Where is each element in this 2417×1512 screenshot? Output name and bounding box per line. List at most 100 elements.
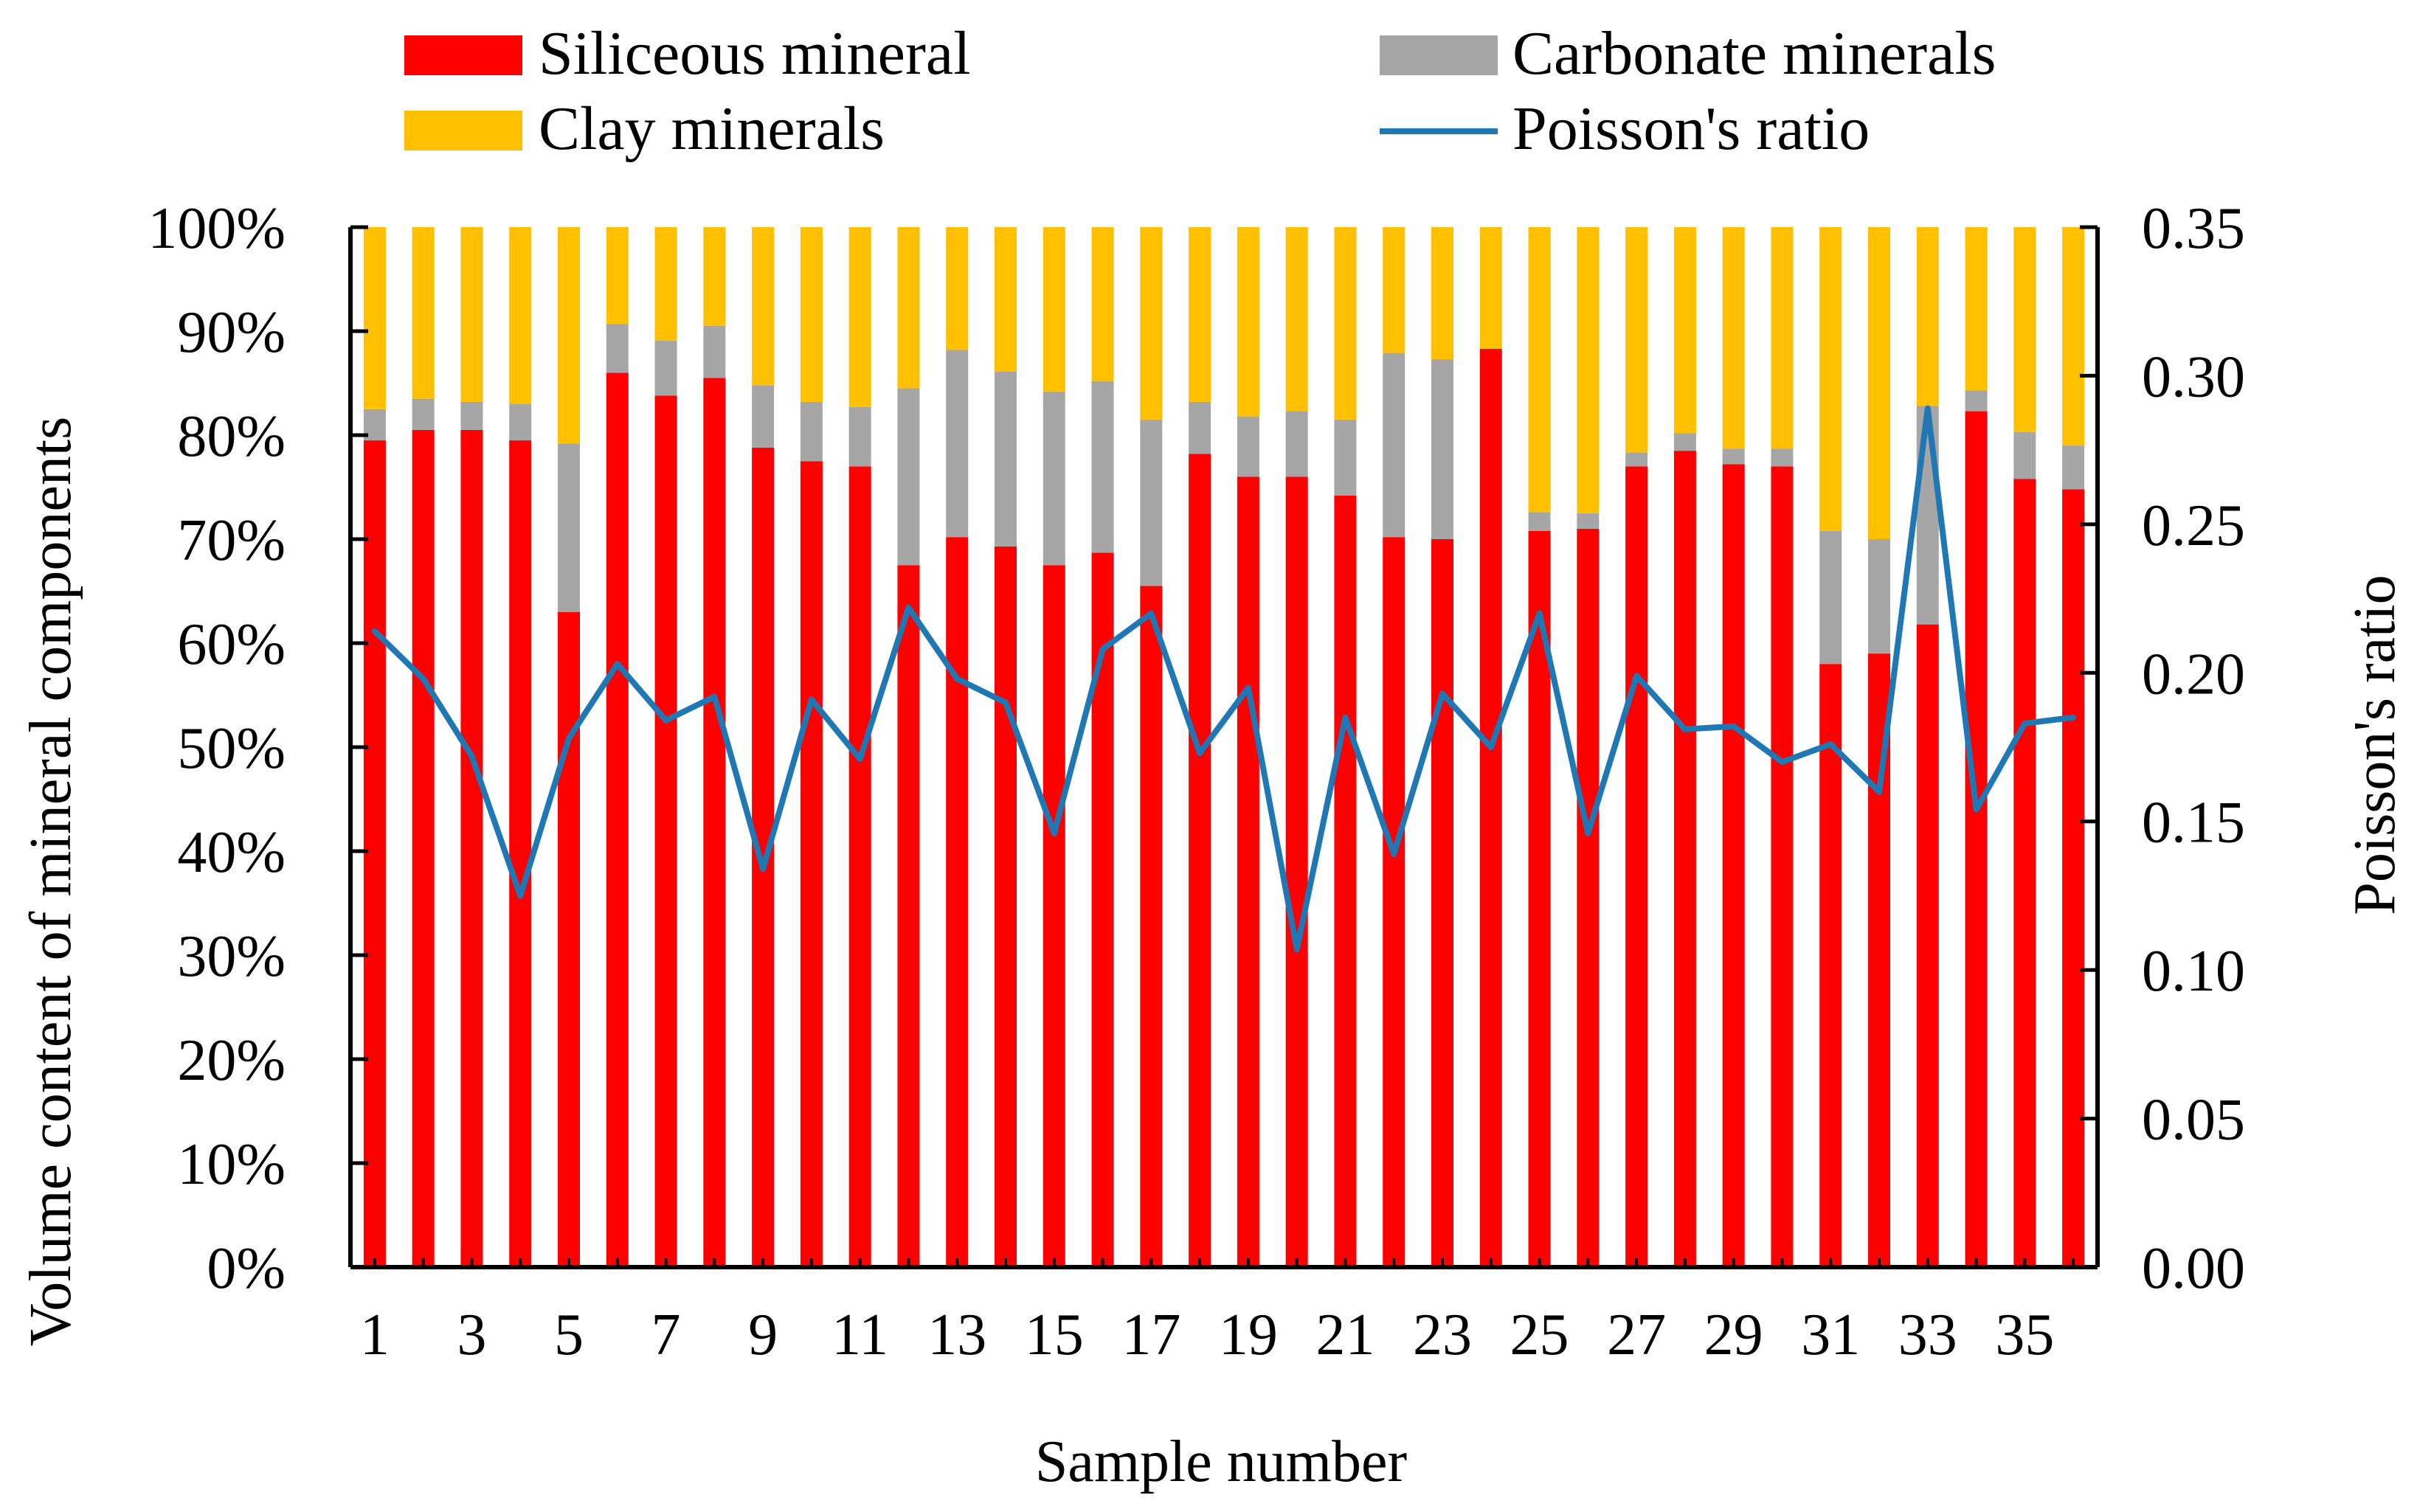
bar-siliceous-27	[1625, 466, 1648, 1267]
bar-clay-8	[703, 227, 726, 326]
poisson-point-1	[371, 628, 378, 634]
bar-siliceous-9	[752, 447, 775, 1268]
bar-carbonate-31	[1819, 530, 1842, 665]
bar-clay-16	[1091, 227, 1114, 381]
bar-siliceous-3	[460, 429, 483, 1268]
poisson-point-29	[1730, 723, 1737, 729]
bar-siliceous-19	[1237, 476, 1259, 1267]
bar-clay-21	[1334, 227, 1357, 420]
bar-carbonate-32	[1868, 539, 1890, 654]
poisson-point-32	[1876, 788, 1882, 795]
bar-siliceous-5	[558, 611, 580, 1267]
poisson-point-7	[663, 717, 669, 724]
bar-carbonate-19	[1237, 416, 1259, 477]
y-tick-label-3: 30%	[177, 924, 286, 989]
bar-clay-33	[1916, 227, 1939, 406]
bar-carbonate-15	[1042, 391, 1065, 566]
bar-carbonate-35	[2013, 431, 2036, 479]
bar-carbonate-22	[1383, 353, 1405, 538]
bar-clay-34	[1965, 227, 1988, 391]
bar-clay-10	[800, 227, 823, 402]
poisson-point-16	[1099, 646, 1106, 653]
poisson-point-9	[760, 866, 767, 873]
x-tick-label-9: 9	[748, 1303, 778, 1367]
bar-siliceous-30	[1771, 466, 1794, 1267]
bar-carbonate-10	[800, 401, 823, 462]
bar-carbonate-20	[1285, 411, 1308, 477]
bar-clay-29	[1722, 227, 1745, 449]
poisson-point-25	[1536, 610, 1543, 617]
bar-clay-9	[752, 227, 775, 386]
poisson-point-26	[1585, 830, 1591, 836]
poisson-point-2	[420, 676, 426, 682]
x-tick-label-25: 25	[1510, 1303, 1569, 1367]
poisson-point-33	[1924, 405, 1931, 412]
bar-carbonate-6	[606, 324, 629, 373]
x-tick-label-11: 11	[831, 1303, 888, 1367]
bar-clay-22	[1383, 227, 1405, 353]
bar-siliceous-29	[1722, 464, 1745, 1267]
poisson-point-4	[517, 892, 524, 899]
bar-clay-20	[1285, 227, 1308, 412]
y-tick-label-6: 60%	[177, 612, 286, 677]
bar-clay-3	[460, 227, 483, 402]
bar-siliceous-4	[509, 440, 532, 1267]
bar-carbonate-23	[1431, 359, 1453, 539]
bar-clay-1	[363, 227, 386, 409]
poisson-point-30	[1779, 759, 1785, 766]
bar-carbonate-18	[1189, 401, 1211, 454]
y2-axis-title: Poisson's ratio	[2342, 575, 2407, 915]
bar-siliceous-31	[1819, 664, 1842, 1267]
bar-carbonate-17	[1140, 419, 1163, 586]
bar-siliceous-7	[654, 395, 677, 1268]
y2-tick-label-2: 0.10	[2142, 939, 2245, 1004]
y-tick-label-8: 80%	[177, 404, 286, 469]
bar-carbonate-30	[1771, 448, 1794, 467]
y-tick-label-4: 40%	[177, 820, 286, 885]
bar-carbonate-25	[1528, 512, 1551, 531]
bar-siliceous-33	[1916, 624, 1939, 1267]
poisson-point-11	[857, 756, 863, 763]
bar-siliceous-11	[848, 466, 871, 1267]
bar-clay-14	[995, 227, 1017, 372]
legend-swatch-siliceous	[404, 35, 522, 75]
bar-clay-15	[1042, 227, 1065, 392]
bar-siliceous-12	[897, 565, 920, 1267]
bar-carbonate-36	[2062, 445, 2085, 490]
y-tick-label-0: 0%	[207, 1236, 286, 1301]
poisson-ratio-line	[373, 405, 2074, 952]
y-tick-label-2: 20%	[177, 1028, 286, 1093]
poisson-point-19	[1245, 684, 1251, 691]
bar-siliceous-22	[1383, 537, 1405, 1267]
y2-tick-label-7: 0.35	[2142, 196, 2245, 261]
poisson-line-group	[371, 405, 2077, 952]
bar-carbonate-12	[897, 388, 920, 566]
poisson-point-21	[1342, 714, 1349, 721]
bar-carbonate-13	[946, 350, 969, 538]
bar-carbonate-4	[509, 403, 532, 441]
y-tick-label-1: 10%	[177, 1132, 286, 1197]
bar-carbonate-26	[1577, 513, 1600, 529]
bar-siliceous-8	[703, 378, 726, 1268]
bar-siliceous-6	[606, 372, 629, 1267]
bar-siliceous-36	[2062, 489, 2085, 1267]
bar-siliceous-28	[1673, 451, 1696, 1267]
bar-carbonate-8	[703, 325, 726, 378]
legend-label-siliceous: Siliceous mineral	[539, 19, 971, 88]
y2-tick-label-3: 0.15	[2142, 791, 2245, 856]
legend-label-clay: Clay minerals	[539, 94, 885, 163]
bar-siliceous-23	[1431, 539, 1453, 1267]
bar-carbonate-14	[995, 371, 1017, 547]
bar-clay-17	[1140, 227, 1163, 420]
poisson-point-10	[808, 696, 815, 703]
x-tick-label-21: 21	[1315, 1303, 1375, 1367]
bar-siliceous-10	[800, 461, 823, 1267]
bar-clay-26	[1577, 227, 1600, 513]
bar-carbonate-34	[1965, 390, 1988, 412]
bar-carbonate-3	[460, 401, 483, 430]
bar-clay-12	[897, 227, 920, 389]
x-tick-label-33: 33	[1898, 1303, 1957, 1367]
x-tick-label-27: 27	[1607, 1303, 1666, 1367]
poisson-point-14	[1003, 699, 1009, 706]
poisson-point-27	[1633, 673, 1640, 679]
